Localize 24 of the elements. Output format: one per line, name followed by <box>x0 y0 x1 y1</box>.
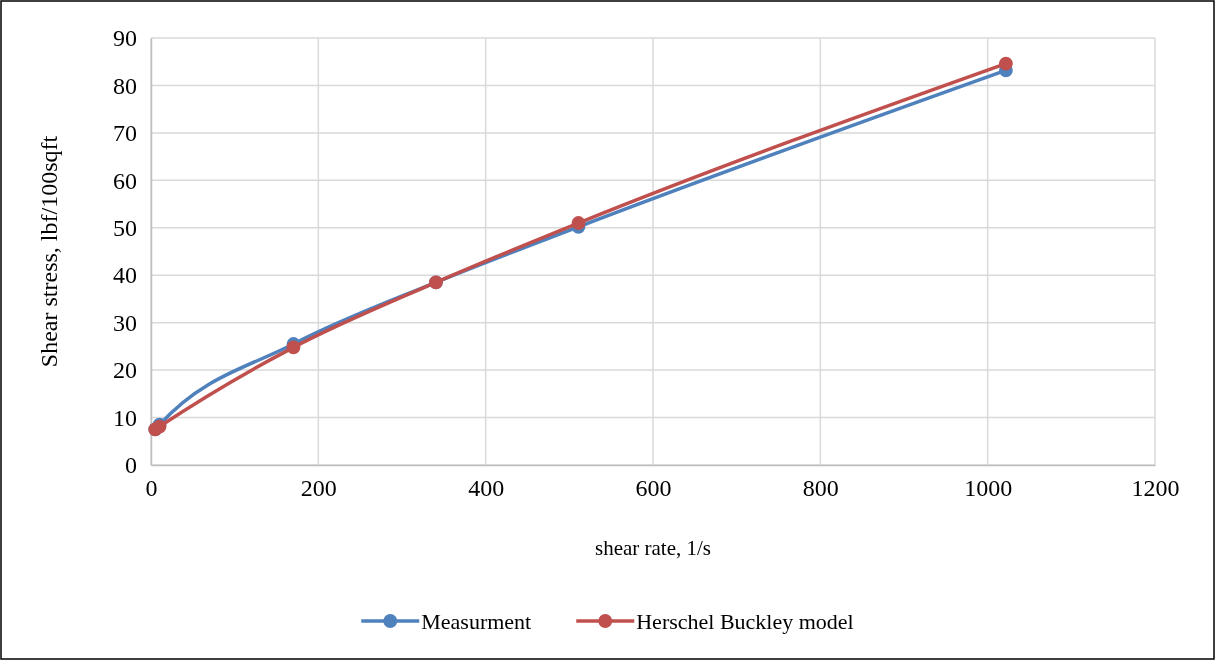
y-tick-label: 80 <box>113 72 137 99</box>
x-tick-label: 400 <box>468 475 505 502</box>
y-tick-label: 30 <box>113 309 137 336</box>
point <box>571 216 586 230</box>
y-tick-label: 90 <box>113 25 137 52</box>
y-tick-label: 40 <box>113 262 137 289</box>
x-tick-label: 600 <box>635 475 672 502</box>
y-axis-title: Shear stress, lbf/100sqft <box>36 135 62 368</box>
point <box>286 340 301 355</box>
x-tick-label: 1000 <box>964 475 1013 502</box>
y-tick-label: 10 <box>113 404 137 431</box>
legend-label: Measurment <box>421 609 532 634</box>
x-tick-label: 1200 <box>1131 475 1180 502</box>
point <box>999 56 1013 71</box>
y-tick-label: 20 <box>113 357 137 384</box>
x-axis-title: shear rate, 1/s <box>594 536 712 560</box>
x-tick-label: 200 <box>300 475 337 502</box>
x-tick-label: 0 <box>145 475 158 502</box>
y-tick-label: 0 <box>125 452 137 479</box>
y-tick-label: 50 <box>113 214 137 241</box>
y-tick-label: 70 <box>113 120 137 147</box>
y-tick-label: 60 <box>113 167 137 194</box>
legend-label: Herschel Buckley model <box>636 609 854 634</box>
x-tick-label: 800 <box>802 475 839 502</box>
